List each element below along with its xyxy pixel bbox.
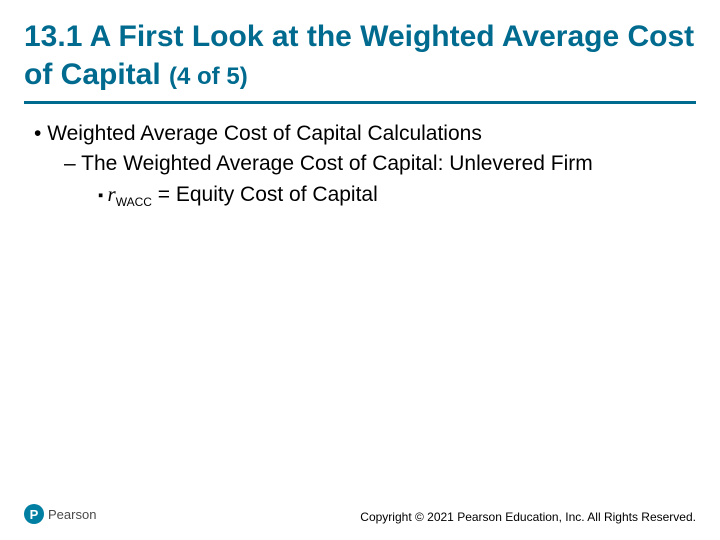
title-main: 13.1 A First Look at the Weighted Averag…	[24, 20, 694, 91]
formula-subscript: WACC	[116, 195, 152, 209]
bullet-level-3: rWACC = Equity Cost of Capital	[98, 182, 696, 209]
copyright-text: Copyright © 2021 Pearson Education, Inc.…	[360, 510, 696, 524]
bullet-l1-text: Weighted Average Cost of Capital Calcula…	[47, 122, 482, 145]
bullet-level-1: Weighted Average Cost of Capital Calcula…	[34, 122, 696, 146]
footer: P Pearson Copyright © 2021 Pearson Educa…	[24, 504, 696, 524]
publisher-logo: P Pearson	[24, 504, 96, 524]
logo-text: Pearson	[48, 507, 96, 522]
logo-letter: P	[30, 507, 39, 522]
slide-title: 13.1 A First Look at the Weighted Averag…	[24, 18, 696, 104]
slide: 13.1 A First Look at the Weighted Averag…	[0, 0, 720, 540]
bullet-l2-text: The Weighted Average Cost of Capital: Un…	[81, 152, 593, 175]
title-pager: (4 of 5)	[169, 63, 248, 90]
formula-rest: = Equity Cost of Capital	[152, 183, 378, 206]
bullet-level-2: The Weighted Average Cost of Capital: Un…	[64, 152, 696, 176]
formula-variable: r	[108, 182, 116, 206]
logo-mark: P	[24, 504, 44, 524]
